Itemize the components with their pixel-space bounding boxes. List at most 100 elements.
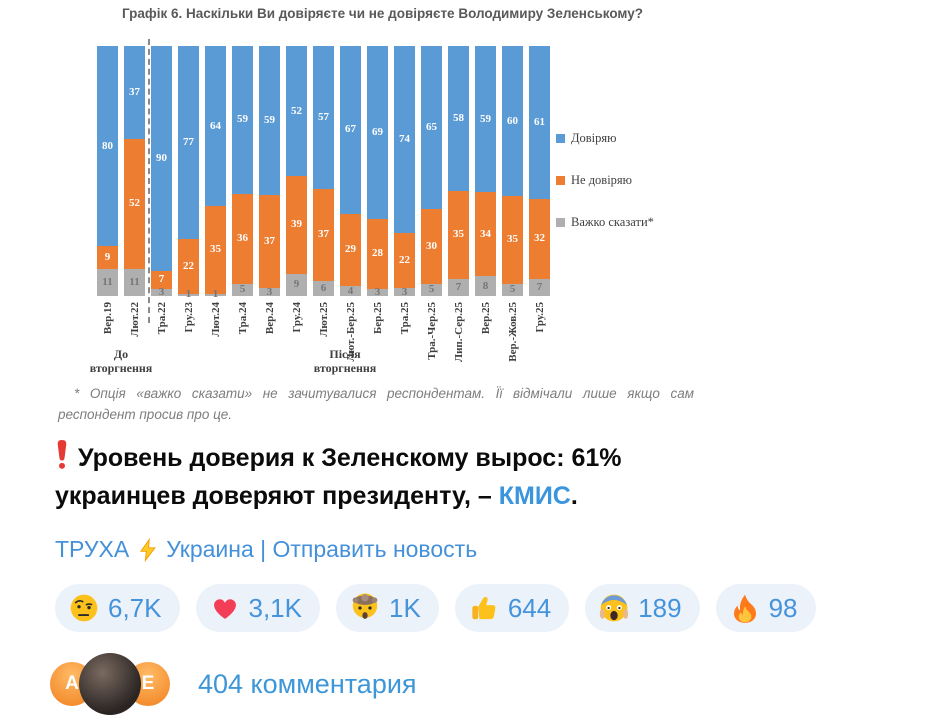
segment-value: 80 (102, 139, 113, 152)
segment-value: 59 (264, 114, 275, 126)
segment-Не довіряю: 22 (178, 238, 199, 294)
reaction-thumbs-up[interactable]: 644 (454, 584, 570, 632)
x-label-Гру.25: Гру.25 (533, 302, 546, 333)
segment-Важко сказати*: 11 (97, 268, 118, 296)
segment-Довіряю: 58 (448, 46, 469, 191)
reactions-row: 6,7K 3,1K 1K 644 189 98 (55, 584, 816, 632)
segment-Важко сказати*: 7 (529, 278, 550, 296)
bar-Гру.24: 52 39 9 (286, 46, 307, 296)
bar-Лют.-Бер.25: 67 29 4 (340, 46, 361, 296)
segment-value: 1 (212, 288, 219, 301)
segment-value: 8 (482, 279, 489, 292)
legend-item: Довіряю (556, 131, 654, 146)
segment-value: 28 (372, 247, 383, 259)
bar-Вер.24: 59 37 3 (259, 46, 280, 298)
group-label-before-invasion: До вторгнення (89, 347, 153, 375)
segment-Не довіряю: 29 (340, 213, 361, 286)
segment-Довіряю: 37 (124, 46, 145, 139)
segment-Не довіряю: 37 (259, 195, 280, 289)
invasion-divider-line (148, 39, 150, 323)
segment-value: 9 (293, 278, 300, 291)
segment-Важко сказати*: 5 (421, 283, 442, 296)
segment-value: 35 (507, 233, 518, 246)
post-message: Уровень доверия к Зеленскому вырос: 61% … (55, 440, 715, 514)
segment-Довіряю: 61 (529, 46, 550, 199)
legend-swatch (556, 218, 565, 227)
post-text: Уровень доверия к Зеленскому вырос: 61% … (55, 444, 622, 510)
segment-Не довіряю: 35 (448, 191, 469, 279)
segment-Важко сказати*: 11 (124, 268, 145, 296)
red-exclamation-icon (55, 440, 69, 479)
reaction-exploding-head[interactable]: 1K (336, 584, 439, 632)
segment-Довіряю: 60 (502, 46, 523, 196)
reaction-count: 644 (507, 592, 552, 623)
group-label-after-invasion: Після вторгнення (313, 347, 377, 375)
legend-item: Важко сказати* (556, 215, 654, 230)
chart-legend: Довіряю Не довіряю Важко сказати* (556, 131, 654, 257)
segment-value: 3 (266, 285, 273, 298)
segment-value: 11 (102, 275, 113, 288)
segment-value: 61 (534, 115, 545, 128)
segment-value: 74 (399, 132, 410, 145)
segment-Не довіряю: 9 (97, 246, 118, 269)
lightning-icon (137, 537, 158, 562)
segment-value: 29 (345, 243, 356, 256)
x-label-Вер.25: Вер.25 (479, 302, 492, 335)
bar-Лют.22: 37 52 11 (124, 46, 145, 296)
segment-Важко сказати*: 3 (394, 286, 415, 297)
x-label-Вер.19: Вер.19 (101, 302, 114, 335)
segment-value: 11 (129, 275, 140, 288)
segment-Не довіряю: 30 (421, 208, 442, 284)
segment-Довіряю: 90 (151, 46, 172, 271)
segment-Важко сказати*: 6 (313, 281, 334, 296)
bar-Тра.22: 90 7 3 (151, 46, 172, 297)
x-label-Гру.23: Гру.23 (182, 302, 195, 333)
heart-emoji (210, 593, 240, 623)
segment-value: 7 (455, 280, 462, 293)
segment-Довіряю: 74 (394, 46, 415, 233)
segment-value: 59 (237, 113, 248, 126)
reaction-raised-eyebrow[interactable]: 6,7K (55, 584, 180, 632)
channel-name: ТРУХА (55, 536, 130, 562)
segment-value: 5 (509, 283, 516, 296)
segment-Довіряю: 64 (205, 46, 226, 206)
segment-value: 37 (318, 228, 329, 241)
stacked-bar-chart: 80 9 11 37 52 11 90 7 3 77 22 1 64 35 1 59 36 5 59 37 3 52 39 9… (97, 46, 550, 300)
bar-Гру.23: 77 22 1 (178, 46, 199, 300)
segment-value: 7 (158, 273, 165, 286)
x-label-Тра.-Чер.25: Тра.-Чер.25 (425, 302, 438, 360)
kmis-link[interactable]: КМИС (498, 482, 571, 510)
x-label-Лют.25: Лют.25 (317, 302, 330, 337)
chart-title: Графік 6. Наскільки Ви довіряєте чи не д… (122, 6, 643, 21)
bar-Лют.25: 57 37 6 (313, 46, 334, 296)
fire-emoji (730, 593, 760, 623)
reaction-heart[interactable]: 3,1K (195, 584, 320, 632)
x-label-Лют.24: Лют.24 (209, 302, 222, 337)
segment-Довіряю: 80 (97, 46, 118, 246)
x-label-Тра.24: Тра.24 (236, 302, 249, 335)
reaction-screaming-face[interactable]: 189 (585, 584, 700, 632)
segment-value: 60 (507, 114, 518, 127)
reaction-count: 98 (768, 592, 798, 623)
segment-Довіряю: 77 (178, 46, 199, 239)
segment-Важко сказати*: 3 (151, 286, 172, 297)
segment-value: 59 (480, 112, 491, 125)
segment-value: 35 (453, 228, 464, 241)
segment-Довіряю: 57 (313, 46, 334, 189)
segment-Важко сказати*: 5 (232, 283, 253, 296)
segment-Не довіряю: 7 (151, 271, 172, 289)
segment-Не довіряю: 35 (502, 196, 523, 284)
segment-Важко сказати*: 8 (475, 276, 496, 296)
segment-value: 1 (185, 288, 192, 301)
bar-Тра.-Чер.25: 65 30 5 (421, 46, 442, 296)
channel-name-rest: Украина | Отправить новость (166, 536, 478, 562)
comments-button[interactable]: A E 404 комментария (50, 651, 417, 717)
segment-value: 58 (453, 112, 464, 124)
segment-Не довіряю: 28 (367, 218, 388, 289)
reaction-fire[interactable]: 98 (715, 584, 816, 632)
channel-link[interactable]: ТРУХА Украина | Отправить новость (55, 536, 477, 563)
reaction-count: 189 (638, 592, 682, 623)
segment-Не довіряю: 34 (475, 192, 496, 277)
segment-value: 52 (129, 197, 140, 209)
